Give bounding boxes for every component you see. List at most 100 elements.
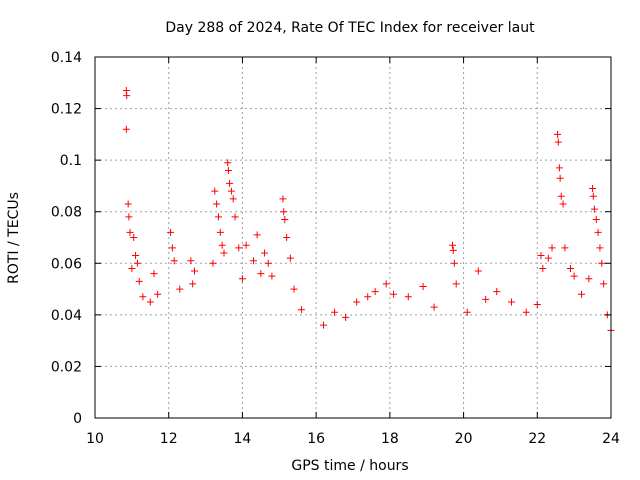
y-tick-label: 0.12 <box>51 102 82 118</box>
data-point <box>585 275 593 283</box>
data-point <box>561 244 569 252</box>
data-point <box>452 280 460 288</box>
data-point <box>176 285 184 293</box>
data-point <box>146 298 154 306</box>
data-point <box>539 264 547 272</box>
data-point <box>213 200 221 208</box>
data-point <box>224 166 232 174</box>
data-point <box>281 215 289 223</box>
data-point <box>170 257 178 265</box>
data-point <box>231 213 239 221</box>
y-tick-label: 0.04 <box>51 308 82 324</box>
x-tick-label: 12 <box>160 431 178 447</box>
data-point <box>187 257 195 265</box>
data-point <box>257 270 265 278</box>
data-point <box>235 244 243 252</box>
data-point <box>566 264 574 272</box>
data-point <box>290 285 298 293</box>
data-point <box>449 246 457 254</box>
y-tick-label: 0.02 <box>51 359 82 375</box>
y-tick-label: 0.1 <box>60 153 82 169</box>
data-point <box>227 187 235 195</box>
data-point <box>449 241 457 249</box>
data-point <box>135 277 143 285</box>
data-point <box>249 257 257 265</box>
data-point <box>537 252 545 260</box>
data-point <box>268 272 276 280</box>
data-point <box>507 298 515 306</box>
data-point <box>139 293 147 301</box>
data-point <box>226 179 234 187</box>
chart-title: Day 288 of 2024, Rate Of TEC Index for r… <box>165 20 535 36</box>
data-point <box>216 228 224 236</box>
y-tick-label: 0.06 <box>51 256 82 272</box>
data-point <box>533 301 541 309</box>
data-point <box>556 174 564 182</box>
x-tick-label: 18 <box>381 431 399 447</box>
data-point <box>493 288 501 296</box>
data-point <box>125 213 133 221</box>
data-point <box>592 215 600 223</box>
data-point <box>554 138 562 146</box>
data-point <box>522 308 530 316</box>
data-point <box>331 308 339 316</box>
data-point <box>382 280 390 288</box>
data-point <box>214 213 222 221</box>
data-point <box>589 192 597 200</box>
data-point <box>211 187 219 195</box>
plot-frame <box>94 56 612 419</box>
data-point <box>124 200 132 208</box>
y-tick-label: 0.14 <box>51 50 82 66</box>
data-point <box>474 267 482 275</box>
data-point <box>279 195 287 203</box>
x-tick-label: 16 <box>307 431 325 447</box>
axis-ticks: 10 12 14 16 18 20 22 24 0 0.02 0.04 0.06 0.08 0.1 0.12… <box>51 50 620 447</box>
data-point <box>557 192 565 200</box>
data-point <box>598 259 606 267</box>
data-point <box>264 259 272 267</box>
data-point <box>559 200 567 208</box>
data-point <box>430 303 438 311</box>
x-tick-label: 22 <box>528 431 546 447</box>
x-tick-label: 24 <box>602 431 620 447</box>
data-point <box>390 290 398 298</box>
y-axis-label: ROTI / TECUs <box>6 192 22 284</box>
data-point <box>450 259 458 267</box>
data-point <box>555 164 563 172</box>
data-point <box>126 228 134 236</box>
data-point <box>122 125 130 133</box>
data-point <box>218 241 226 249</box>
data-point <box>594 228 602 236</box>
data-point <box>463 308 471 316</box>
data-point <box>570 272 578 280</box>
data-point <box>596 244 604 252</box>
data-point <box>589 185 597 193</box>
data-point <box>168 244 176 252</box>
data-point <box>191 267 199 275</box>
data-point <box>132 252 140 260</box>
data-point <box>297 306 305 314</box>
data-point <box>342 313 350 321</box>
y-tick-label: 0 <box>73 411 82 427</box>
grid <box>95 57 611 418</box>
data-point <box>283 234 291 241</box>
data-point <box>404 293 412 301</box>
data-point <box>261 249 269 257</box>
data-point <box>353 298 361 306</box>
data-point <box>590 205 598 213</box>
data-point <box>224 159 232 167</box>
data-point <box>150 270 158 278</box>
data-point <box>154 290 162 298</box>
data-point <box>130 234 138 241</box>
data-points <box>122 87 615 334</box>
data-point <box>544 254 552 262</box>
data-point <box>364 293 372 301</box>
data-point <box>123 92 131 100</box>
data-point <box>320 321 328 329</box>
data-point <box>220 249 228 257</box>
data-point <box>554 130 562 138</box>
data-point <box>189 280 197 288</box>
data-point <box>229 195 237 203</box>
data-point <box>600 280 608 288</box>
